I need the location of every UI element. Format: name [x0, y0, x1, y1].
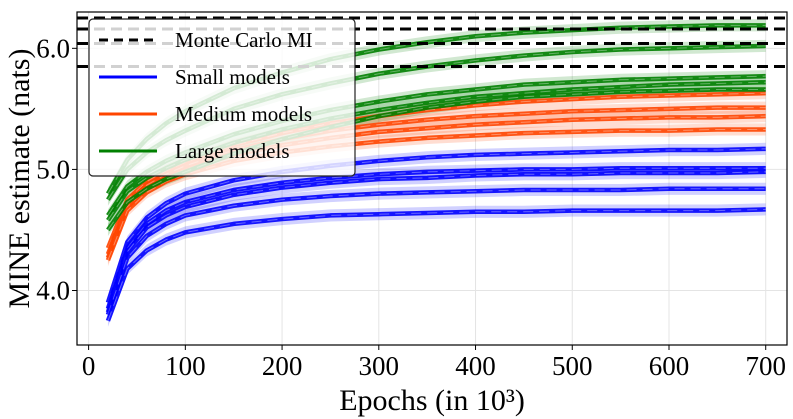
series-band	[107, 203, 766, 327]
series-line	[105, 165, 766, 310]
y-tick-label: 4.0	[36, 276, 70, 306]
series-line-highlight	[107, 208, 766, 321]
x-tick-label: 0	[82, 351, 96, 381]
legend-label: Medium models	[175, 102, 312, 126]
series-line	[105, 169, 766, 313]
series-line	[105, 127, 766, 262]
series-line-highlight	[107, 167, 766, 309]
legend: Monte Carlo MI Small models Medium models L…	[88, 18, 356, 177]
x-axis-label: Epochs (in 10³)	[339, 384, 525, 417]
legend-label: Monte Carlo MI	[175, 28, 313, 52]
series-line-highlight	[107, 171, 766, 313]
legend-box	[88, 18, 356, 177]
series-line	[105, 186, 766, 316]
series-line	[105, 207, 766, 322]
x-tick-label: 500	[552, 351, 593, 381]
x-tick-label: 400	[455, 351, 496, 381]
series-line-highlight	[107, 115, 766, 258]
legend-label: Large models	[175, 139, 290, 163]
series-line	[106, 87, 766, 232]
series-line-highlight	[107, 88, 766, 231]
x-tick-label: 100	[165, 351, 206, 381]
legend-label: Small models	[175, 65, 290, 89]
series-line-highlight	[107, 148, 766, 303]
series-line-highlight	[107, 45, 766, 200]
axis-ticks: 0 100 200 300 400 500 600 700 4.0 5.0 6.0	[36, 33, 786, 381]
y-tick-label: 6.0	[36, 33, 70, 63]
x-tick-label: 600	[649, 351, 690, 381]
series-line-highlight	[107, 188, 766, 315]
y-axis-label: MINE estimate (nats)	[3, 49, 36, 309]
series-line	[105, 105, 766, 255]
series-line	[105, 146, 766, 304]
plot-frame	[76, 11, 788, 346]
x-tick-label: 200	[262, 351, 303, 381]
y-tick-label: 5.0	[36, 154, 70, 184]
series-line-highlight	[107, 107, 766, 255]
x-tick-label: 300	[359, 351, 400, 381]
series-line-highlight	[107, 128, 766, 261]
x-tick-label: 700	[745, 351, 786, 381]
